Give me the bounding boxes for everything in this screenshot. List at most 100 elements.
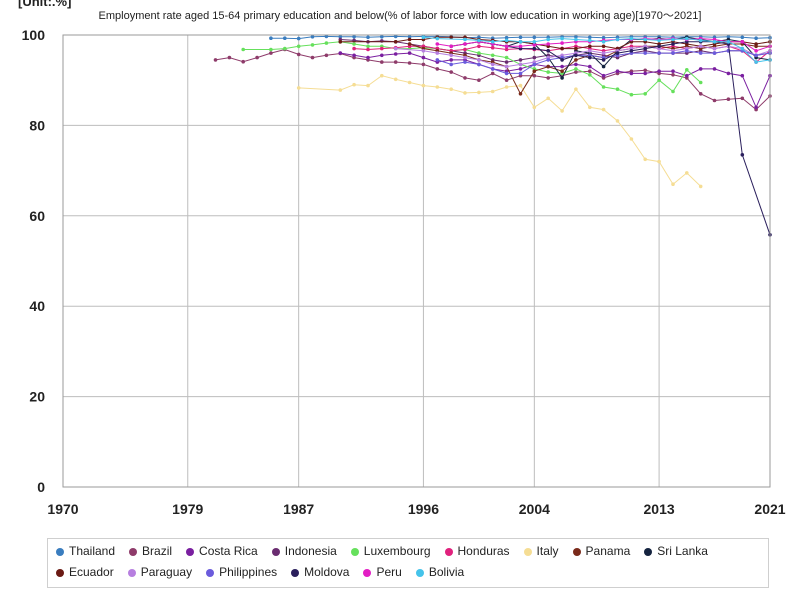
legend-marker [56, 547, 64, 556]
data-point [601, 44, 606, 49]
data-point [490, 71, 495, 76]
data-point [712, 40, 717, 44]
data-point [213, 58, 218, 62]
data-point [338, 51, 343, 55]
data-point [366, 55, 370, 60]
legend-label: Brazil [142, 544, 173, 558]
data-point [643, 51, 647, 55]
data-point [574, 46, 578, 51]
data-point [380, 35, 384, 39]
data-point [601, 40, 606, 44]
data-point [407, 35, 412, 39]
data-point [546, 37, 550, 42]
data-point [421, 83, 426, 88]
data-point [463, 76, 467, 80]
data-point [546, 96, 550, 101]
data-point [671, 51, 675, 55]
data-point [532, 35, 537, 40]
data-point [352, 35, 356, 39]
data-point [740, 73, 745, 78]
data-point [601, 85, 606, 89]
data-point [574, 37, 578, 42]
data-point [754, 42, 758, 46]
data-point [532, 69, 537, 73]
data-point [477, 78, 481, 82]
legend-label: Indonesia [284, 544, 337, 558]
series-brazil [213, 47, 772, 112]
data-point [310, 43, 315, 47]
data-point [546, 58, 550, 62]
legend-marker [127, 568, 136, 577]
data-point [601, 107, 606, 112]
data-point [560, 64, 564, 69]
data-point [740, 96, 745, 101]
legend-label: Philippines [219, 565, 278, 579]
legend-item: Paraguay [127, 564, 192, 581]
legend-item: Moldova [291, 564, 349, 581]
data-point [588, 64, 592, 69]
data-point [615, 69, 620, 73]
data-point [463, 60, 467, 64]
data-point [560, 58, 564, 62]
data-point [504, 85, 509, 89]
data-point [352, 46, 356, 51]
data-point [560, 36, 564, 41]
data-point [698, 67, 703, 71]
legend-marker [523, 547, 532, 556]
data-point [435, 58, 440, 62]
data-point [449, 62, 454, 67]
data-point [504, 44, 509, 49]
data-point [712, 67, 717, 71]
data-point [296, 36, 301, 41]
data-point [671, 69, 675, 73]
data-point [463, 37, 467, 42]
legend-label: Honduras [457, 544, 510, 558]
data-point [504, 38, 509, 43]
data-point [352, 82, 356, 87]
data-point [338, 88, 343, 92]
data-point [546, 76, 550, 80]
data-point [338, 35, 343, 39]
legend-item: Italy [523, 543, 559, 560]
data-point [546, 42, 550, 46]
data-point [435, 36, 440, 41]
data-point [518, 62, 523, 67]
data-point [698, 184, 703, 189]
data-point [477, 38, 481, 43]
data-point [740, 40, 745, 44]
legend-marker [350, 547, 359, 556]
data-point [449, 44, 454, 49]
legend-marker [56, 568, 64, 577]
data-point [546, 49, 550, 53]
data-point [532, 73, 537, 78]
data-point [352, 53, 356, 58]
data-point [588, 73, 592, 77]
data-point [421, 35, 426, 40]
legend-label: Thailand [69, 544, 116, 558]
legend-label: Italy [536, 544, 559, 558]
data-point [574, 70, 578, 74]
data-point [698, 44, 703, 49]
data-point [532, 105, 537, 110]
data-point [518, 92, 523, 96]
data-point [615, 119, 620, 123]
data-point [310, 55, 315, 60]
data-point [740, 153, 745, 157]
x-tick-label: 2021 [754, 501, 785, 517]
data-point [657, 44, 661, 49]
legend-item: Brazil [129, 543, 172, 560]
data-point [657, 51, 661, 55]
legend-item: Indonesia [271, 543, 337, 560]
data-point [685, 36, 689, 41]
legend-marker [291, 568, 300, 577]
data-point [685, 171, 689, 175]
data-point [588, 69, 592, 73]
data-point [740, 35, 745, 40]
x-tick-label: 1979 [172, 501, 203, 517]
data-point [504, 64, 509, 69]
legend-marker [444, 547, 453, 556]
legend-item: Sri Lanka [644, 543, 708, 560]
data-point [629, 49, 634, 53]
data-point [546, 64, 550, 69]
